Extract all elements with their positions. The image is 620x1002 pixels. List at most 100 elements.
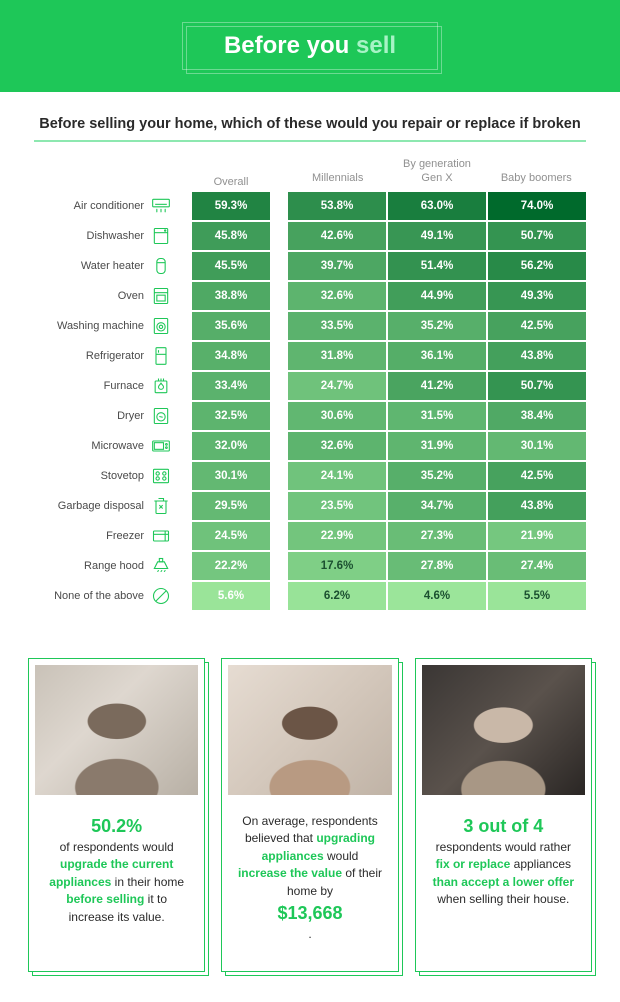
stat-emphasis: fix or replace (436, 857, 511, 871)
microwave-icon (150, 435, 172, 457)
stat-text: . (308, 927, 311, 941)
overall-row: 32.0% (192, 432, 270, 460)
generation-cell: 24.1% (288, 462, 386, 490)
dryer-icon (150, 405, 172, 427)
card-caption: 3 out of 4 respondents would rather fix … (422, 795, 585, 931)
generation-cell: 32.6% (288, 282, 386, 310)
fridge-icon (150, 345, 172, 367)
overall-cell: 5.6% (192, 582, 270, 610)
generation-header-block: By generation MillennialsGen XBaby boome… (288, 160, 586, 192)
overall-cell: 24.5% (192, 522, 270, 550)
stat-text: of respondents would (60, 840, 174, 854)
generation-row: 53.8%63.0%74.0% (288, 192, 586, 220)
stat-emphasis: increase the value (238, 866, 342, 880)
title-part-b: sell (356, 32, 396, 59)
overall-row: 35.6% (192, 312, 270, 340)
stat-cards: 50.2% of respondents would upgrade the c… (0, 632, 620, 1002)
generation-cell: 53.8% (288, 192, 386, 220)
overall-cell: 34.8% (192, 342, 270, 370)
overall-cell: 38.8% (192, 282, 270, 310)
generation-cell: 39.7% (288, 252, 386, 280)
generation-row: 33.5%35.2%42.5% (288, 312, 586, 340)
appliance-label: None of the above (54, 590, 144, 602)
generation-cell: 31.8% (288, 342, 386, 370)
content-area: Before selling your home, which of these… (0, 92, 620, 632)
generation-cell: 43.8% (488, 342, 586, 370)
generation-row: 23.5%34.7%43.8% (288, 492, 586, 520)
generation-cell: 50.7% (488, 222, 586, 250)
generation-cell: 5.5% (488, 582, 586, 610)
appliance-label: Water heater (81, 260, 144, 272)
stat-text: in their home (111, 875, 184, 889)
generation-cell: 6.2% (288, 582, 386, 610)
generation-cell: 23.5% (288, 492, 386, 520)
washer-icon (150, 315, 172, 337)
by-generation-label: By generation (288, 158, 586, 170)
card-image (228, 665, 391, 795)
row-label: Washing machine (34, 312, 174, 340)
oven-icon (150, 285, 172, 307)
appliance-label: Range hood (84, 560, 144, 572)
generation-header: Millennials (288, 172, 387, 188)
generation-cell: 31.9% (388, 432, 486, 460)
generation-cell: 27.8% (388, 552, 486, 580)
row-label: Refrigerator (34, 342, 174, 370)
generation-cell: 30.1% (488, 432, 586, 460)
generation-row: 24.1%35.2%42.5% (288, 462, 586, 490)
water-icon (150, 255, 172, 277)
generation-header: Gen X (387, 172, 486, 188)
generation-cell: 49.1% (388, 222, 486, 250)
labels-column: Air conditionerDishwasherWater heaterOve… (34, 160, 174, 612)
survey-question: Before selling your home, which of these… (34, 116, 586, 142)
generation-cell: 27.4% (488, 552, 586, 580)
generation-cell: 49.3% (488, 282, 586, 310)
row-label: Furnace (34, 372, 174, 400)
appliance-label: Stovetop (101, 470, 144, 482)
card-caption: On average, respondents believed that up… (228, 795, 391, 965)
overall-row: 30.1% (192, 462, 270, 490)
generation-cell: 33.5% (288, 312, 386, 340)
card-image (422, 665, 585, 795)
appliance-label: Dishwasher (87, 230, 144, 242)
overall-row: 34.8% (192, 342, 270, 370)
generation-cell: 51.4% (388, 252, 486, 280)
appliance-label: Air conditioner (74, 200, 144, 212)
garbage-icon (150, 495, 172, 517)
stat-text: would (324, 849, 359, 863)
stat-text: when selling their house. (437, 892, 569, 906)
generation-cell: 34.7% (388, 492, 486, 520)
generation-cell: 35.2% (388, 462, 486, 490)
stat-card: 50.2% of respondents would upgrade the c… (28, 658, 205, 972)
furnace-icon (150, 375, 172, 397)
freezer-icon (150, 525, 172, 547)
header-frame: Before you sell (182, 22, 438, 70)
row-label: Microwave (34, 432, 174, 460)
row-label: Range hood (34, 552, 174, 580)
generation-header: Baby boomers (487, 172, 586, 188)
generation-columns: By generation MillennialsGen XBaby boome… (288, 160, 586, 612)
none-icon (150, 585, 172, 607)
row-label: Water heater (34, 252, 174, 280)
generation-cell: 30.6% (288, 402, 386, 430)
overall-cell: 45.8% (192, 222, 270, 250)
overall-row: 29.5% (192, 492, 270, 520)
title-part-a: Before you (224, 32, 356, 59)
row-label: Air conditioner (34, 192, 174, 220)
generation-cell: 43.8% (488, 492, 586, 520)
generation-cell: 21.9% (488, 522, 586, 550)
overall-row: 45.5% (192, 252, 270, 280)
data-table: Air conditionerDishwasherWater heaterOve… (34, 160, 586, 612)
generation-row: 31.8%36.1%43.8% (288, 342, 586, 370)
stat-highlight: 50.2% (43, 813, 190, 839)
overall-row: 33.4% (192, 372, 270, 400)
appliance-label: Washing machine (57, 320, 144, 332)
overall-cell: 45.5% (192, 252, 270, 280)
header-banner: Before you sell (0, 0, 620, 92)
labels-header-spacer (34, 160, 174, 192)
stat-emphasis: before selling (66, 892, 144, 906)
row-label: None of the above (34, 582, 174, 610)
row-label: Stovetop (34, 462, 174, 490)
overall-cell: 32.0% (192, 432, 270, 460)
appliance-label: Microwave (91, 440, 144, 452)
appliance-label: Refrigerator (86, 350, 144, 362)
